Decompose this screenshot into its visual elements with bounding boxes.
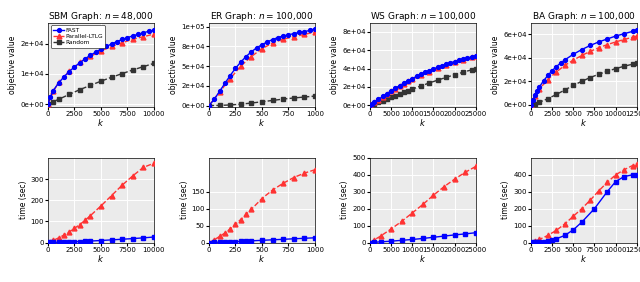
Y-axis label: objective value: objective value [170,36,179,94]
Legend: FAST, Parallel-LTLG, Random: FAST, Parallel-LTLG, Random [51,25,106,48]
Title: WS Graph: $\it{n=100{,}000}$: WS Graph: $\it{n=100{,}000}$ [370,10,476,23]
X-axis label: $\it{k}$: $\it{k}$ [97,117,104,128]
X-axis label: $\it{k}$: $\it{k}$ [259,253,266,264]
X-axis label: $\it{k}$: $\it{k}$ [97,253,104,264]
Y-axis label: objective value: objective value [8,36,17,94]
Title: SBM Graph: $\it{n=48{,}000}$: SBM Graph: $\it{n=48{,}000}$ [48,10,154,23]
Y-axis label: time (sec): time (sec) [340,181,349,219]
X-axis label: $\it{k}$: $\it{k}$ [259,117,266,128]
Y-axis label: time (sec): time (sec) [502,181,511,219]
Title: ER Graph: $\it{n=100{,}000}$: ER Graph: $\it{n=100{,}000}$ [210,10,314,23]
Y-axis label: objective value: objective value [492,36,500,94]
Title: BA Graph: $\it{n=100{,}000}$: BA Graph: $\it{n=100{,}000}$ [532,10,636,23]
X-axis label: $\it{k}$: $\it{k}$ [419,253,426,264]
Y-axis label: objective value: objective value [330,36,339,94]
Y-axis label: time (sec): time (sec) [180,181,189,219]
Y-axis label: time (sec): time (sec) [19,181,28,219]
X-axis label: $\it{k}$: $\it{k}$ [580,117,588,128]
X-axis label: $\it{k}$: $\it{k}$ [580,253,588,264]
X-axis label: $\it{k}$: $\it{k}$ [419,117,426,128]
